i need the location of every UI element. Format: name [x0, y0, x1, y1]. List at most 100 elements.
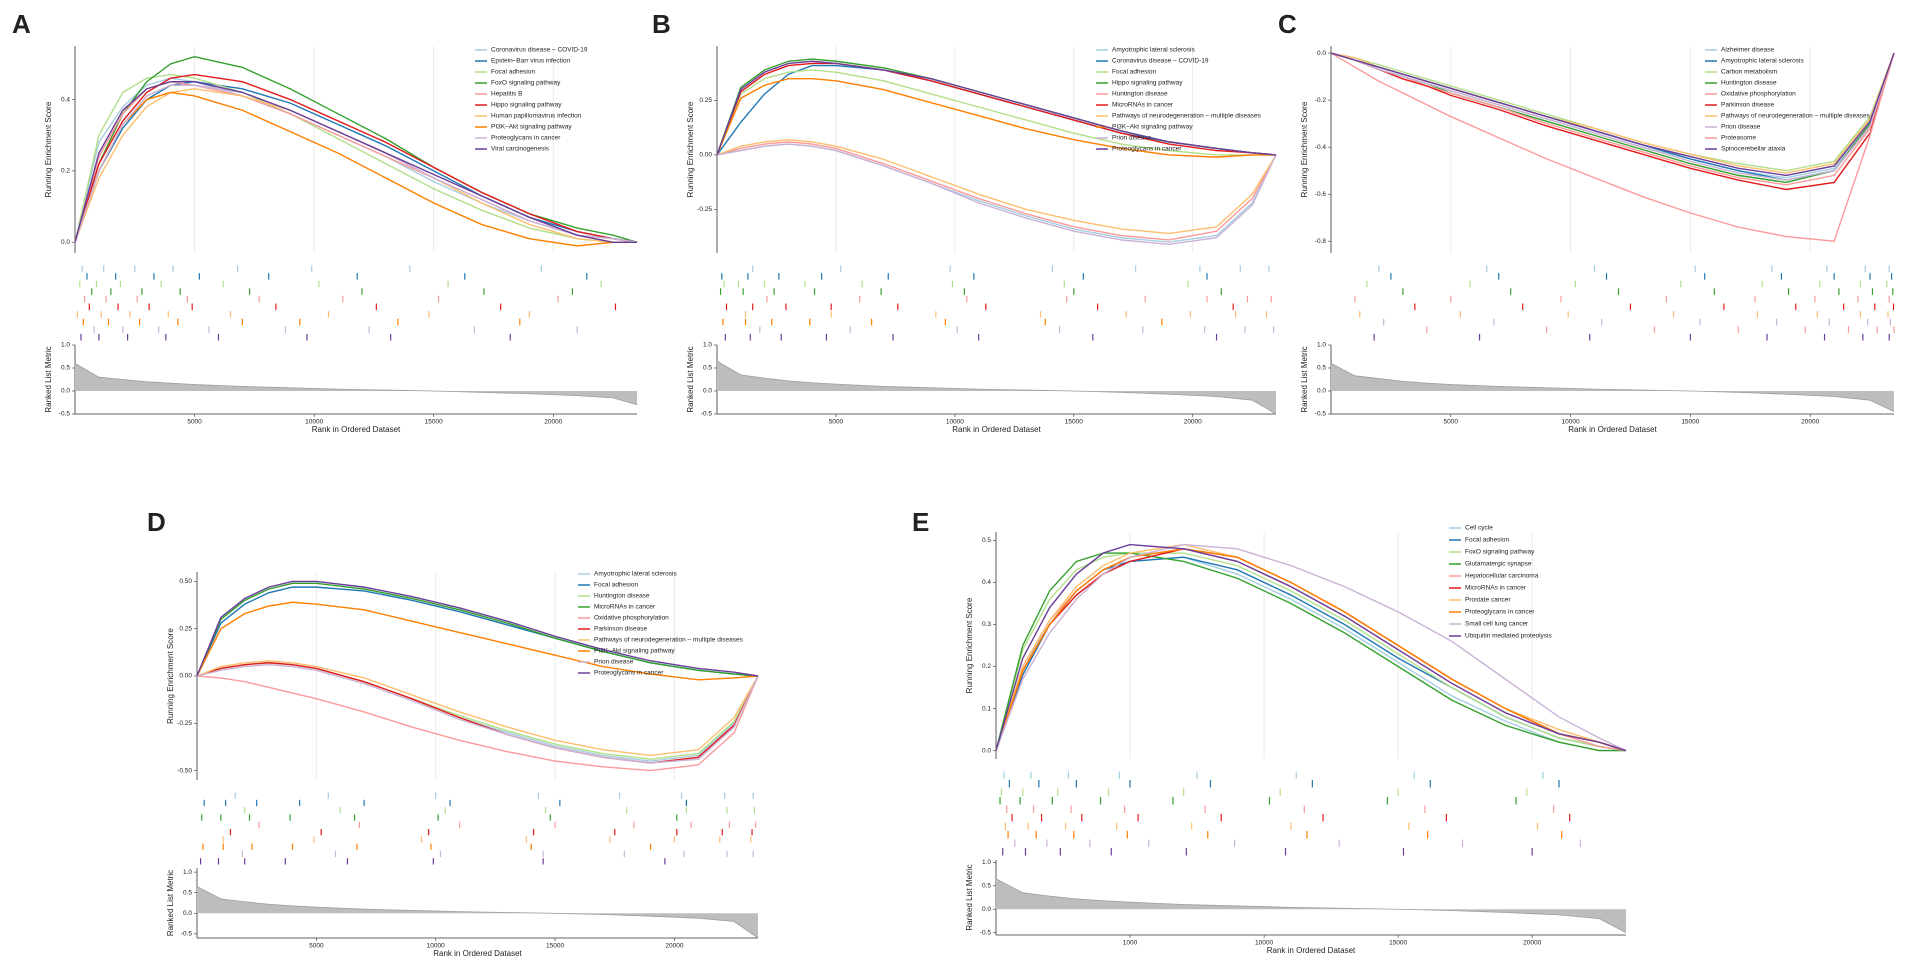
x-tick-label: 1000	[1123, 940, 1138, 947]
x-tick-label: 20000	[1184, 419, 1202, 426]
legend-label: Parkinson disease	[594, 626, 647, 633]
x-tick-label: 20000	[1801, 419, 1819, 426]
y-tick-label: 0.50	[179, 578, 192, 585]
legend-label: Focal adhesion	[491, 69, 535, 76]
metric-tick-label: 0.0	[61, 388, 70, 395]
metric-tick-label: 0.0	[703, 388, 712, 395]
legend-label: Coronavirus disease – COVID-19	[491, 47, 588, 54]
es-line	[196, 580, 759, 677]
legend-label: Pathways of neurodegeneration – multiple…	[594, 637, 744, 644]
legend-label: Carbon metabolism	[1721, 69, 1777, 76]
metric-tick-label: 1.0	[61, 342, 70, 349]
y-axis-label: Running Enrichment Score	[1300, 101, 1309, 197]
legend-label: FoxO signaling pathway	[1465, 549, 1535, 556]
y-tick-label: 0.00	[699, 152, 712, 159]
es-line	[74, 73, 637, 243]
legend-label: PI3K–Akt signaling pathway	[594, 648, 675, 655]
y-tick-label: -0.25	[697, 206, 712, 213]
es-line	[716, 143, 1277, 245]
metric-fill	[996, 878, 1626, 933]
es-line	[196, 663, 759, 764]
es-line	[995, 552, 1626, 752]
es-line	[1330, 52, 1895, 191]
x-tick-label: 20000	[665, 943, 683, 950]
legend-label: Proteoglycans in cancer	[491, 135, 561, 142]
panel-label: C	[1278, 9, 1297, 39]
legend-label: Hepatitis B	[491, 91, 522, 98]
es-line	[196, 586, 759, 677]
es-line	[995, 552, 1627, 752]
legend-label: Prion disease	[594, 659, 634, 666]
legend-label: PI3K–Akt signaling pathway	[1112, 124, 1193, 131]
legend-label: Prion disease	[1112, 135, 1152, 142]
metric-tick-label: 1.0	[1317, 342, 1326, 349]
legend-label: MicroRNAs in cancer	[1112, 102, 1174, 109]
x-tick-label: 15000	[546, 943, 564, 950]
metric-tick-label: -0.5	[980, 929, 992, 936]
metric-fill	[717, 361, 1276, 414]
y-tick-label: 0.5	[982, 537, 991, 544]
legend-label: Human papillomavirus infection	[491, 113, 582, 120]
es-line	[1330, 52, 1895, 242]
es-line	[716, 143, 1277, 243]
panel: A 5000 10000 15000 20000 0.0 0.2 0.4 -0.5 0.0 0.5 1…	[12, 9, 638, 434]
y-tick-label: 0.0	[1317, 50, 1326, 57]
panel-label: B	[652, 9, 671, 39]
metric-tick-label: 0.5	[703, 365, 712, 372]
es-line	[716, 60, 1277, 156]
x-tick-label: 10000	[946, 419, 964, 426]
es-line	[1330, 52, 1895, 172]
x-tick-label: 10000	[427, 943, 445, 950]
y-tick-label: -0.8	[1315, 238, 1327, 245]
y-axis-label: Running Enrichment Score	[965, 597, 974, 693]
y-axis-label: Running Enrichment Score	[166, 628, 175, 724]
legend-label: Amyotrophic lateral sclerosis	[1112, 47, 1195, 54]
legend-label: Hippo signaling pathway	[1112, 80, 1183, 87]
metric-tick-label: 1.0	[982, 859, 991, 866]
legend-label: MicroRNAs in cancer	[594, 604, 656, 611]
y-tick-label: -0.50	[177, 767, 192, 774]
metric-fill	[75, 363, 637, 405]
panel-label: E	[912, 507, 929, 537]
legend-label: Cell cycle	[1465, 525, 1493, 532]
legend-label: Huntington disease	[1112, 91, 1168, 98]
metric-axis-label: Ranked List Metric	[686, 346, 695, 412]
es-line	[74, 84, 638, 243]
y-tick-label: 0.2	[61, 168, 70, 175]
metric-line	[995, 878, 1627, 934]
y-axis-label: Running Enrichment Score	[44, 101, 53, 197]
y-tick-label: 0.2	[982, 663, 991, 670]
legend-label: Focal adhesion	[594, 582, 638, 589]
legend-label: Proteoglycans in cancer	[1465, 609, 1535, 616]
metric-tick-label: 1.0	[183, 869, 192, 876]
legend-label: PI3K–Akt signaling pathway	[491, 124, 572, 131]
legend-label: Oxidative phosphorylation	[1721, 91, 1796, 98]
metric-tick-label: 0.0	[183, 910, 192, 917]
metric-line	[74, 363, 638, 406]
es-line	[196, 660, 759, 757]
legend-label: Parkinson disease	[1721, 102, 1774, 109]
y-tick-label: -0.4	[1315, 144, 1327, 151]
es-line	[716, 141, 1277, 241]
es-line	[716, 62, 1277, 156]
es-line	[995, 548, 1627, 752]
x-axis-label: Rank in Ordered Dataset	[952, 425, 1041, 434]
metric-tick-label: -0.5	[701, 411, 713, 418]
x-axis-label: Rank in Ordered Dataset	[1267, 946, 1356, 955]
metric-axis-label: Ranked List Metric	[1300, 346, 1309, 412]
es-line	[74, 55, 638, 243]
legend-label: Prion disease	[1721, 124, 1761, 131]
legend-label: Proteasome	[1721, 135, 1756, 142]
panel-label: A	[12, 9, 31, 39]
x-tick-label: 5000	[187, 419, 202, 426]
legend-label: Alzheimer disease	[1721, 47, 1774, 54]
panel: E 1000 10000 15000 20000 0.0 0.1 0.2 0.3 0.4 0.5 -0…	[912, 507, 1627, 955]
es-line	[196, 675, 759, 772]
es-line	[995, 543, 1627, 752]
legend-label: Coronavirus disease – COVID-19	[1112, 58, 1209, 65]
metric-tick-label: 1.0	[703, 342, 712, 349]
legend-label: Ubiquitin mediated proteolysis	[1465, 633, 1552, 640]
es-line	[716, 77, 1276, 158]
y-tick-label: 0.25	[699, 97, 712, 104]
legend-label: Viral carcinogenesis	[491, 146, 550, 153]
